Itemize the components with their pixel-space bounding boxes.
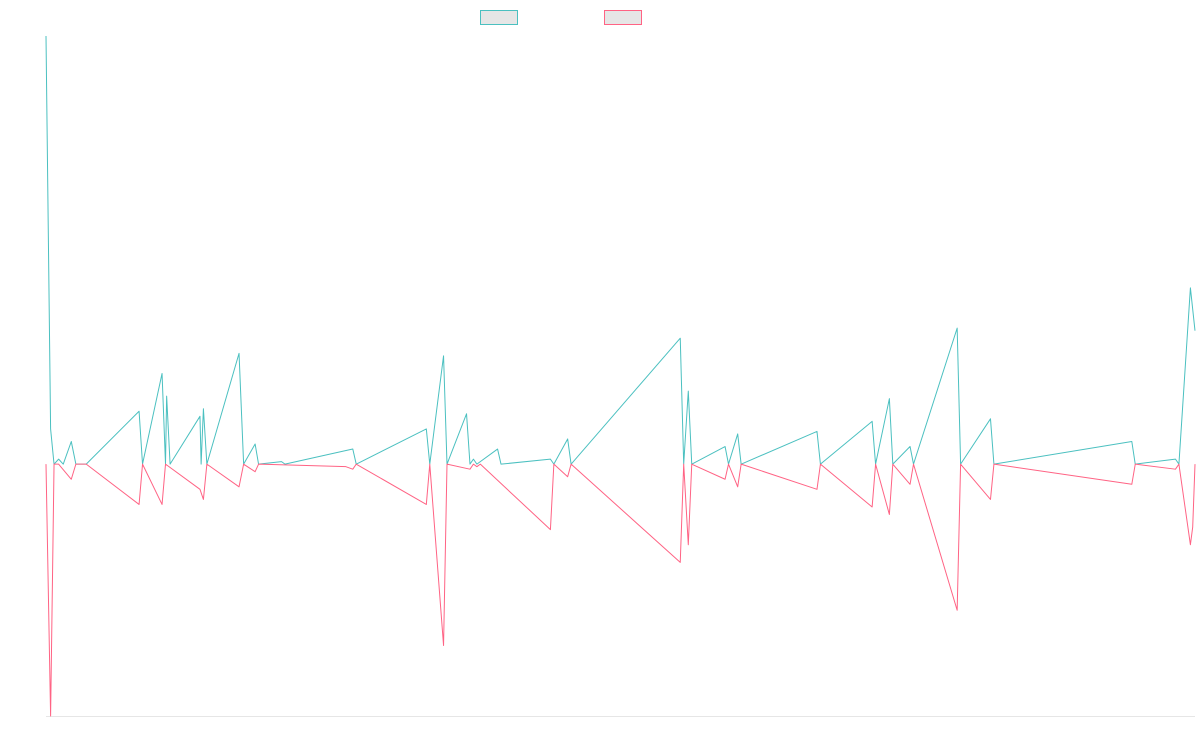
series-layer [45,35,1196,717]
legend-item-series-1[interactable] [480,9,524,25]
series-line-2 [45,463,1196,717]
chart-legend [0,9,1200,27]
series-line-1 [45,35,1196,465]
legend-swatch-series-2 [604,9,642,25]
legend-item-series-2[interactable] [604,9,648,25]
legend-swatch-series-1 [480,9,518,25]
